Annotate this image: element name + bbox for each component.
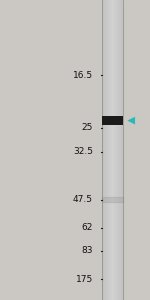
Text: 62: 62 [82, 224, 93, 232]
Text: 175: 175 [76, 274, 93, 284]
Text: 47.5: 47.5 [73, 195, 93, 204]
Text: 25: 25 [82, 123, 93, 132]
Text: 16.5: 16.5 [73, 70, 93, 80]
Bar [102, 116, 123, 125]
Text: 32.5: 32.5 [73, 147, 93, 156]
Text: 83: 83 [81, 246, 93, 255]
